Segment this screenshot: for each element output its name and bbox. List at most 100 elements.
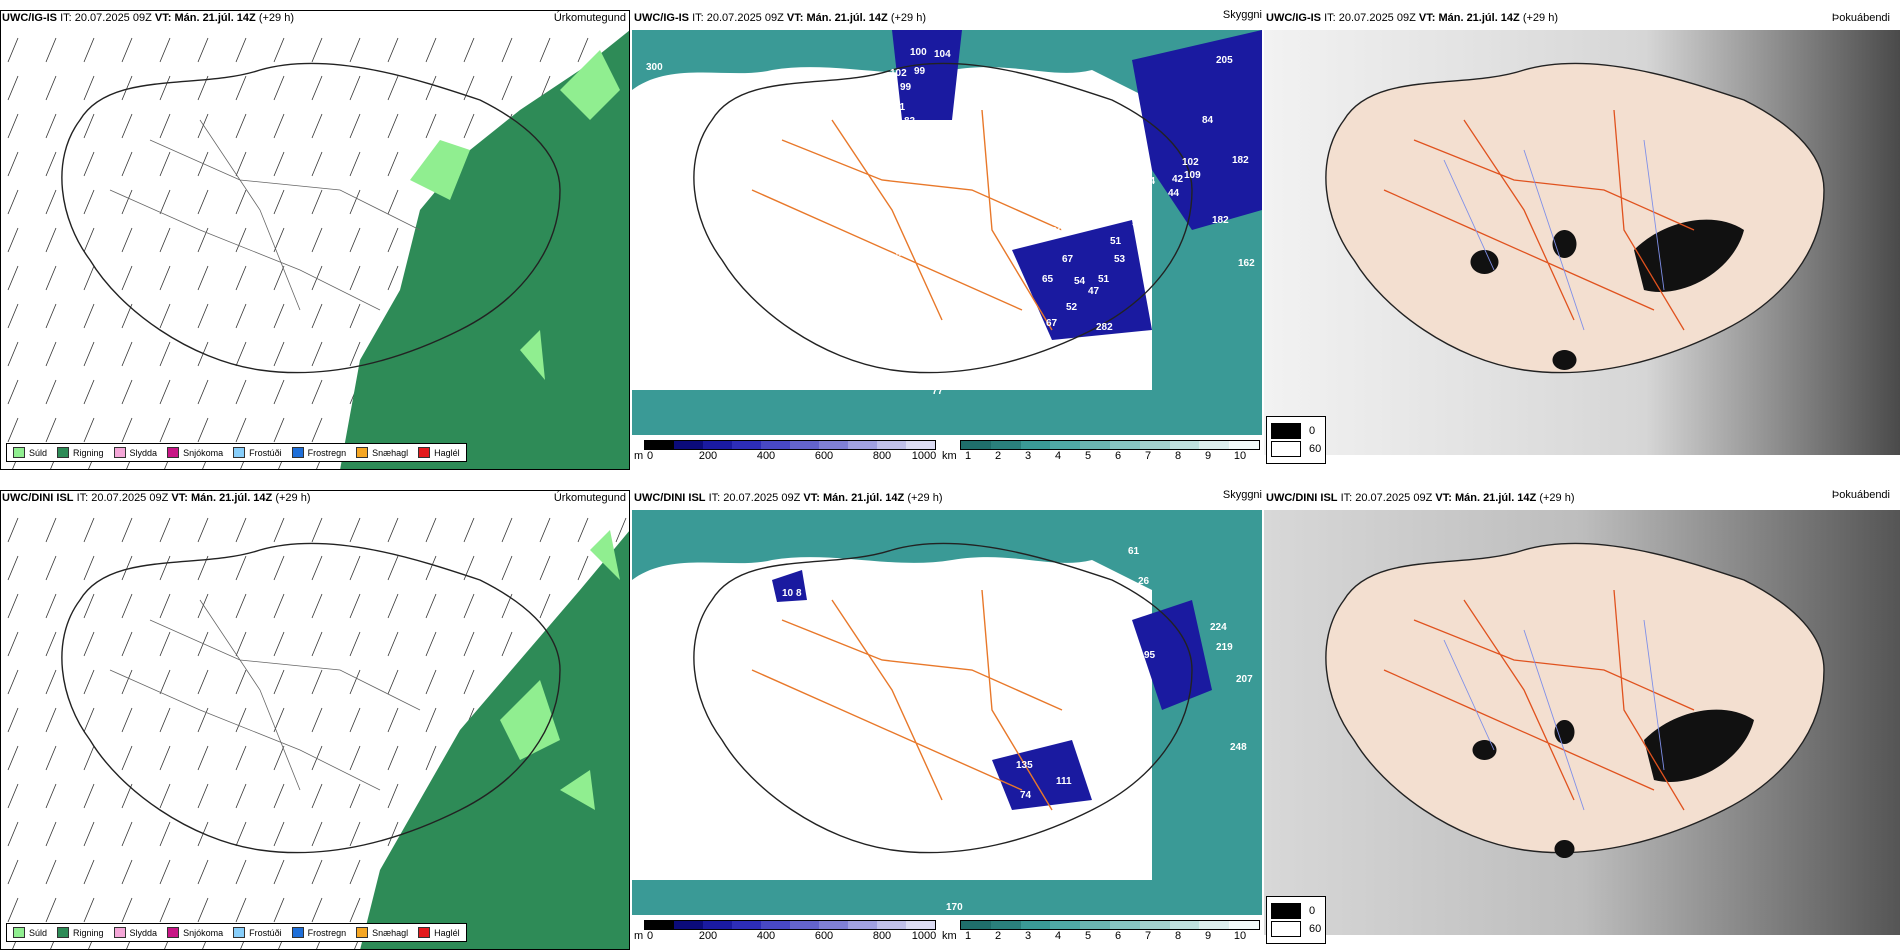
value-label: 53: [1114, 254, 1126, 265]
scale-unit: km: [942, 450, 957, 462]
visibility-labels: 300 100 104 102 99 99 91 83 66 205 84 10…: [646, 47, 1255, 397]
scale-unit: m: [634, 450, 644, 462]
scale-tick: 6: [1114, 930, 1122, 942]
panel-title: UWC/DINI ISL IT: 20.07.2025 09Z VT: Mán.…: [2, 492, 311, 504]
scale-tick: 6: [1114, 450, 1122, 462]
value-label: 170: [946, 902, 963, 913]
value-label: 74: [1120, 170, 1132, 181]
value-label: 50: [1132, 218, 1144, 229]
scale-tick: 600: [814, 450, 834, 462]
value-label: 65: [1122, 180, 1134, 191]
value-label: 26: [1138, 576, 1150, 587]
value-label: 248: [1230, 742, 1247, 753]
legend-item: 0: [1271, 423, 1321, 439]
meter-scale-bar: [644, 440, 936, 450]
legend-swatch: [356, 927, 369, 938]
legend-item: Frostúði: [233, 447, 282, 458]
legend-swatch: [13, 447, 25, 458]
scale-tick: 3: [1024, 930, 1032, 942]
scale-tick: 2: [994, 450, 1002, 462]
legend-item: Frostregn: [291, 927, 346, 938]
value-label: 99: [914, 66, 926, 77]
legend-item: Súld: [13, 447, 47, 458]
scale-tick: 8: [1174, 450, 1182, 462]
legend-swatch: [418, 927, 431, 938]
scale-tick: 7: [1144, 930, 1152, 942]
scale-tick: 10: [1233, 930, 1247, 942]
scale-tick: 1: [964, 450, 972, 462]
scale-tick: 1000: [911, 450, 937, 462]
scale-tick: 9: [1204, 930, 1212, 942]
value-label: 51: [1110, 236, 1122, 247]
value-label: 10: [1052, 226, 1064, 237]
scale-tick: 1: [964, 930, 972, 942]
fog-panel-1: UWC/IG-IS IT: 20.07.2025 09Z VT: Mán. 21…: [1264, 10, 1900, 470]
field-name: Skyggni: [1222, 490, 1262, 501]
legend-swatch: [356, 447, 369, 458]
scale-tick: 800: [872, 450, 892, 462]
legend-swatch: [167, 927, 180, 938]
value-label: 47: [1088, 286, 1100, 297]
legend-item: 60: [1271, 921, 1321, 937]
value-label: 95: [1144, 650, 1156, 661]
scale-tick: 4: [1054, 450, 1062, 462]
value-label: 85: [1028, 338, 1040, 349]
fog-legend: 0 60: [1266, 896, 1327, 944]
value-label: 135: [1016, 760, 1033, 771]
value-label: 62: [1016, 340, 1028, 351]
precip-panel-2: UWC/DINI ISL IT: 20.07.2025 09Z VT: Mán.…: [0, 490, 630, 950]
visibility-panel-1: UWC/IG-IS IT: 20.07.2025 09Z VT: Mán. 21…: [632, 10, 1262, 470]
legend-item: 60: [1271, 441, 1321, 457]
scale-tick: 4: [1054, 930, 1062, 942]
meter-scale: m 0 200 400 600 800 1000: [634, 920, 937, 946]
precip-legend: Súld Rigning Slydda Snjókoma Frostúði Fr…: [6, 923, 467, 942]
fog-map: [1264, 510, 1900, 935]
scale-tick: 200: [698, 450, 718, 462]
value-label: 65: [948, 728, 960, 739]
value-label: 219: [1216, 642, 1233, 653]
scale-tick: 5: [1084, 450, 1092, 462]
scale-tick: 3: [1024, 450, 1032, 462]
value-label: 51: [1098, 274, 1110, 285]
legend-swatch: [291, 927, 304, 938]
precip-panel-1: UWC/IG-IS IT: 20.07.2025 09Z VT: Mán. 21…: [0, 10, 630, 470]
legend-item: Rigning: [57, 927, 104, 938]
value-label: 78: [1098, 154, 1110, 165]
legend-item: Snjókoma: [167, 927, 223, 938]
panel-title: UWC/IG-IS IT: 20.07.2025 09Z VT: Mán. 21…: [1266, 12, 1558, 24]
legend-swatch: [233, 927, 246, 938]
value-label: 182: [1232, 155, 1249, 166]
value-label: 48: [896, 248, 908, 259]
value-label: 100: [910, 47, 927, 58]
scale-tick: 5: [1084, 930, 1092, 942]
value-label: 109: [1184, 170, 1201, 181]
visibility-map: 300 100 104 102 99 99 91 83 66 205 84 10…: [632, 30, 1262, 435]
scale-tick: 1000: [911, 930, 937, 942]
value-label: 67: [1134, 684, 1146, 695]
value-label: 44: [1168, 188, 1180, 199]
legend-item: Frostregn: [291, 447, 346, 458]
visibility-map: 61 10 8 26 65 224 219 207 85 95 67 59 58…: [632, 510, 1262, 915]
panel-title: UWC/IG-IS IT: 20.07.2025 09Z VT: Mán. 21…: [2, 12, 294, 24]
panel-title: UWC/DINI ISL IT: 20.07.2025 09Z VT: Mán.…: [1266, 492, 1575, 504]
fog-legend: 0 60: [1266, 416, 1327, 464]
scale-tick: 10: [1233, 450, 1247, 462]
legend-swatch: [113, 447, 126, 458]
legend-swatch: [57, 447, 70, 458]
legend-swatch: [1271, 423, 1301, 439]
value-label: 10: [782, 588, 794, 599]
value-label: 58: [1114, 746, 1126, 757]
field-name: Úrkomutegund: [553, 492, 626, 504]
value-label: 61: [1128, 546, 1140, 557]
legend-swatch: [57, 927, 70, 938]
legend-item: Snæhagl: [356, 927, 408, 938]
value-label: 77: [1140, 202, 1152, 213]
scale-unit: m: [634, 930, 644, 942]
value-label: 54: [1074, 276, 1086, 287]
value-label: 102: [890, 68, 907, 79]
scale-tick: 800: [872, 930, 892, 942]
legend-item: Súld: [13, 927, 47, 938]
legend-item: Haglél: [418, 447, 460, 458]
legend-swatch: [113, 927, 126, 938]
field-name: Úrkomutegund: [553, 12, 626, 24]
